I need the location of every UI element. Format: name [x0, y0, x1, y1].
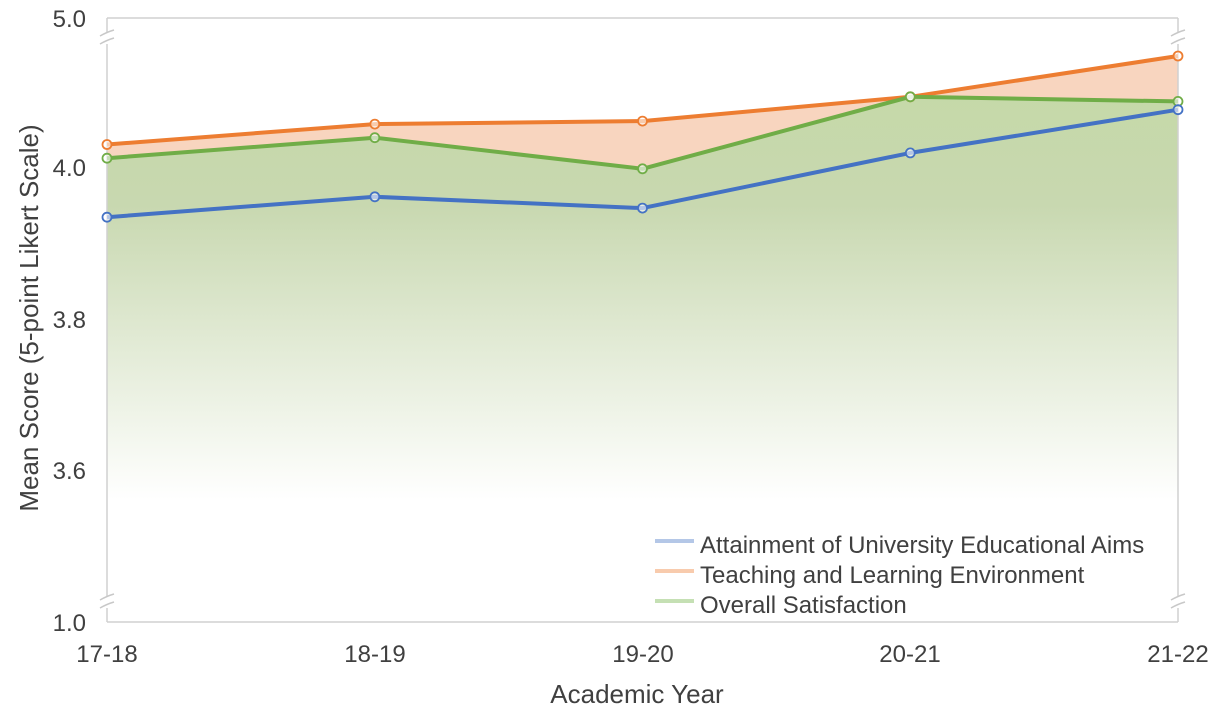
data-point-teaching-19-20	[637, 115, 648, 127]
axis-break-mask-bottom-right	[1171, 597, 1185, 608]
axis-break-mask-bottom-left	[100, 597, 114, 608]
y-tick-label: 5.0	[53, 6, 86, 33]
data-point-teaching-17-18	[101, 139, 113, 150]
y-tick-label: 4.0	[53, 155, 86, 182]
x-tick-label: 20-21	[879, 641, 940, 668]
data-point-overall-17-18	[101, 152, 113, 164]
data-point-attainment-19-20	[637, 202, 648, 214]
data-point-teaching-18-19	[369, 118, 381, 130]
y-axis-title: Mean Score (5-point Likert Scale)	[14, 124, 44, 511]
overall-area-fill	[107, 96, 1178, 623]
axes	[99, 17, 1186, 623]
data-point-attainment-21-22	[1172, 104, 1184, 116]
legend-label-overall: Overall Satisfaction	[700, 592, 907, 619]
y-tick-labels: 5.0 4.0 3.8 3.6 1.0	[53, 6, 86, 637]
data-point-attainment-20-21	[904, 147, 916, 159]
x-tick-label: 17-18	[76, 641, 137, 668]
axis-break-top-right	[1170, 29, 1186, 45]
x-tick-label: 21-22	[1147, 641, 1208, 668]
axis-break-bottom-right	[1170, 593, 1186, 609]
axis-break-bottom-left	[99, 593, 115, 609]
legend-label-attainment: Attainment of University Educational Aim…	[700, 532, 1144, 559]
y-tick-label: 3.8	[53, 307, 86, 334]
data-point-attainment-18-19	[369, 191, 381, 203]
axis-break-top-left	[99, 29, 115, 45]
y-tick-label: 1.0	[53, 610, 86, 637]
legend: Attainment of University Educational Aim…	[655, 532, 1144, 619]
data-point-attainment-17-18	[101, 211, 113, 223]
y-tick-label: 3.6	[53, 458, 86, 485]
x-tick-label: 18-19	[344, 641, 405, 668]
data-point-overall-18-19	[369, 132, 381, 144]
data-point-overall-19-20	[637, 163, 648, 175]
x-axis-title: Academic Year	[550, 679, 724, 709]
x-tick-label: 19-20	[612, 641, 673, 668]
legend-label-teaching: Teaching and Learning Environment	[700, 562, 1085, 589]
data-point-teaching-21-22	[1172, 50, 1184, 62]
x-tick-labels: 17-18 18-19 19-20 20-21 21-22	[76, 641, 1208, 668]
series-markers	[101, 50, 1184, 223]
data-point-overall-20-21	[904, 91, 916, 103]
axis-break-mask-top-right	[1171, 33, 1185, 44]
axis-break-mask-top-left	[100, 33, 114, 44]
